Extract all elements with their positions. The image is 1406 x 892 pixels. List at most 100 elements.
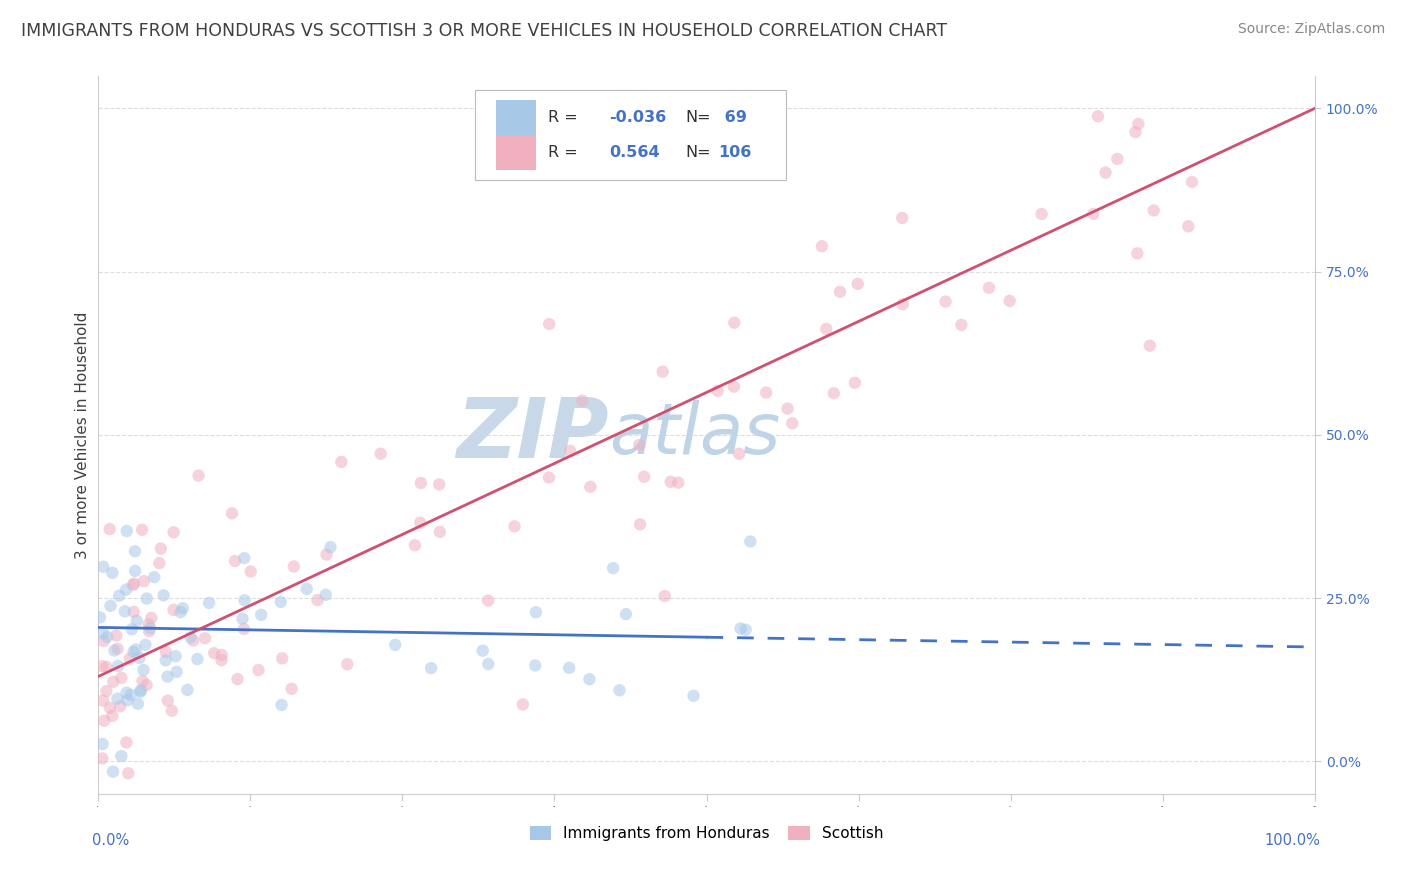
Point xyxy=(579,480,602,494)
Point xyxy=(950,318,973,332)
Point xyxy=(666,475,689,490)
Point xyxy=(420,661,443,675)
Point xyxy=(122,605,145,619)
Point xyxy=(330,455,353,469)
Point xyxy=(96,684,118,698)
Point xyxy=(427,477,450,491)
Point xyxy=(148,556,170,570)
Point xyxy=(628,517,651,532)
Point xyxy=(166,665,188,679)
Point xyxy=(110,671,132,685)
Point xyxy=(224,554,246,568)
Point xyxy=(1177,219,1199,234)
Point xyxy=(998,293,1021,308)
Point xyxy=(524,658,547,673)
Point xyxy=(155,653,177,667)
Point xyxy=(194,632,217,646)
Point xyxy=(117,693,139,707)
Point xyxy=(1094,165,1116,179)
Point xyxy=(183,633,205,648)
Point xyxy=(101,764,124,779)
Point xyxy=(477,657,499,671)
Point xyxy=(537,470,560,484)
Point xyxy=(609,683,631,698)
FancyBboxPatch shape xyxy=(496,100,536,135)
Point xyxy=(122,578,145,592)
Point xyxy=(270,698,292,712)
Point xyxy=(409,475,432,490)
Point xyxy=(295,582,318,596)
Point xyxy=(730,622,752,636)
Text: 0.564: 0.564 xyxy=(609,145,659,161)
Point xyxy=(239,565,262,579)
Point xyxy=(110,749,132,764)
Point xyxy=(271,651,294,665)
Point xyxy=(891,297,914,311)
Point xyxy=(114,604,136,618)
Point xyxy=(503,519,526,533)
Point xyxy=(226,672,249,686)
Point xyxy=(117,766,139,780)
Point xyxy=(283,559,305,574)
Point xyxy=(135,591,157,606)
Point xyxy=(811,239,834,253)
Point xyxy=(512,698,534,712)
Point xyxy=(233,551,256,566)
Y-axis label: 3 or more Vehicles in Household: 3 or more Vehicles in Household xyxy=(75,311,90,558)
Text: 106: 106 xyxy=(718,145,752,161)
Point xyxy=(186,652,208,666)
Point xyxy=(141,611,163,625)
Point xyxy=(602,561,624,575)
Point xyxy=(682,689,704,703)
Point xyxy=(1031,207,1053,221)
Point xyxy=(139,621,162,635)
Point xyxy=(107,691,129,706)
Point xyxy=(524,605,547,619)
Point xyxy=(156,670,179,684)
Point xyxy=(105,629,128,643)
Point xyxy=(1083,207,1105,221)
Point xyxy=(103,643,125,657)
Point xyxy=(107,659,129,673)
Point xyxy=(187,468,209,483)
Point xyxy=(1107,152,1129,166)
Point xyxy=(108,589,131,603)
Point xyxy=(558,661,581,675)
Point xyxy=(280,681,302,696)
Point xyxy=(706,384,728,398)
Text: N=: N= xyxy=(686,145,711,161)
Point xyxy=(129,684,152,698)
Point xyxy=(776,401,799,416)
Point xyxy=(115,524,138,538)
Point xyxy=(846,277,869,291)
Point xyxy=(211,648,233,662)
Point xyxy=(91,693,114,707)
Point xyxy=(659,475,682,489)
Legend: Immigrants from Honduras, Scottish: Immigrants from Honduras, Scottish xyxy=(523,820,890,847)
Point xyxy=(755,385,778,400)
Point xyxy=(115,735,138,749)
Text: IMMIGRANTS FROM HONDURAS VS SCOTTISH 3 OR MORE VEHICLES IN HOUSEHOLD CORRELATION: IMMIGRANTS FROM HONDURAS VS SCOTTISH 3 O… xyxy=(21,22,948,40)
Point xyxy=(202,646,225,660)
Text: 100.0%: 100.0% xyxy=(1265,833,1320,848)
Point xyxy=(828,285,851,299)
Point xyxy=(124,544,146,558)
Point xyxy=(143,570,166,584)
Point xyxy=(91,559,114,574)
Point xyxy=(578,672,600,686)
Point xyxy=(131,673,153,688)
Point xyxy=(93,634,115,648)
Point xyxy=(250,607,273,622)
Point xyxy=(628,438,651,452)
Point xyxy=(409,516,432,530)
Point xyxy=(977,281,1000,295)
Point xyxy=(1128,117,1150,131)
Point xyxy=(149,541,172,556)
FancyBboxPatch shape xyxy=(496,136,536,169)
Point xyxy=(152,588,174,602)
Point xyxy=(98,700,121,714)
Point xyxy=(108,699,131,714)
Point xyxy=(1139,339,1161,353)
Point xyxy=(160,704,183,718)
Point xyxy=(103,674,125,689)
